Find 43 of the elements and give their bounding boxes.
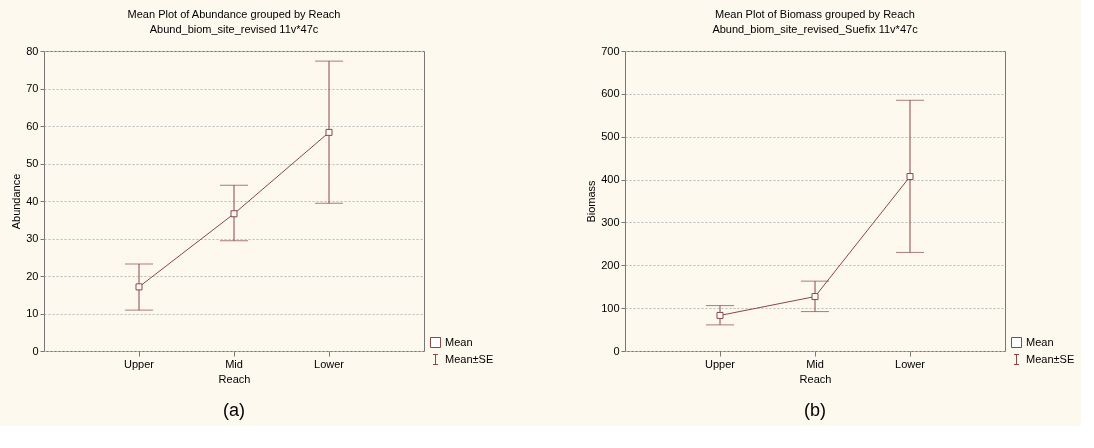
x-tick-label: Upper <box>705 357 736 370</box>
point <box>716 311 724 319</box>
x-tick-label: Mid <box>806 357 824 370</box>
text: Mean±SE <box>445 352 494 365</box>
text: (a) <box>223 400 245 420</box>
y-tick-label: 0 <box>32 344 39 357</box>
x-tick-label: Upper <box>124 357 155 370</box>
y-axis-title: Biomass <box>585 179 598 223</box>
chart-title: Mean Plot of Abundance grouped by Reach <box>127 8 341 20</box>
y-axis-title: Abundance <box>10 173 23 230</box>
y-tick-label: 50 <box>26 157 39 169</box>
x-tick-label: Lower <box>895 357 926 370</box>
legend-label: Mean <box>1026 335 1054 348</box>
y-tick-label: 200 <box>601 258 620 271</box>
y-tick-label: 80 <box>26 44 39 57</box>
point <box>906 173 914 181</box>
x-tick-label: Lower <box>314 357 345 370</box>
y-tick-label: 100 <box>601 301 620 314</box>
x-axis-title: Reach <box>218 372 251 385</box>
legend-label: Mean <box>445 335 473 348</box>
y-tick-label: 60 <box>26 119 39 132</box>
y-tick-label: 0 <box>613 344 620 357</box>
point <box>230 210 238 218</box>
y-tick-label: 400 <box>601 173 620 186</box>
text: (b) <box>804 400 826 420</box>
y-tick-label: 70 <box>26 82 39 94</box>
x-axis-title: Reach <box>799 372 832 385</box>
chart-subtitle: Abund_biom_site_revised_Suefix 11v*47c <box>712 23 919 35</box>
y-tick-label: 300 <box>601 215 620 228</box>
y-tick-label: 10 <box>26 307 39 319</box>
y-tick-label: 600 <box>601 87 620 100</box>
point <box>811 293 819 301</box>
y-tick-label: 30 <box>26 232 39 244</box>
y-tick-label: 20 <box>26 269 39 282</box>
text: Mean±SE <box>1026 352 1075 365</box>
chart-title: Mean Plot of Biomass grouped by Reach <box>715 8 915 20</box>
y-tick-label: 700 <box>601 44 620 57</box>
y-tick-label: 500 <box>601 130 620 143</box>
point <box>135 283 143 291</box>
y-tick-label: 40 <box>26 194 39 207</box>
x-tick-label: Mid <box>225 357 243 370</box>
point <box>325 128 333 136</box>
chart-subtitle: Abund_biom_site_revised 11v*47c <box>149 23 319 35</box>
